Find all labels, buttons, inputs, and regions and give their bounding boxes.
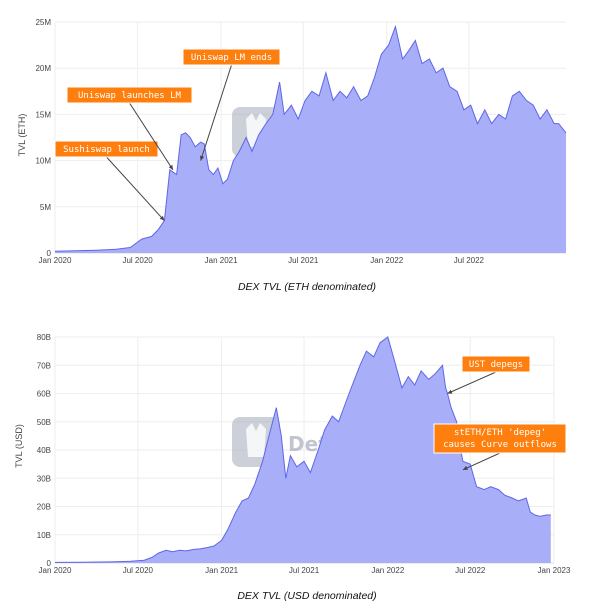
x-tick-label: Jan 2021	[205, 566, 238, 575]
annotation-arrowhead	[159, 215, 165, 221]
annotation-box	[66, 86, 193, 104]
x-axis-ticks: Jan 2020 Jul 2020 Jan 2021 Jul 2021 Jan 2022…	[39, 256, 485, 265]
annotation: UST depegs	[447, 355, 531, 394]
y-tick-label: 0	[47, 249, 52, 258]
tvl-usd-line	[54, 336, 551, 563]
y-tick-label: 25M	[35, 18, 51, 27]
tvl-usd-area	[55, 337, 551, 563]
y-axis-label: TVL (ETH)	[17, 114, 27, 157]
annotation-box	[433, 423, 567, 454]
x-tick-label: Jul 2020	[123, 566, 154, 575]
y-tick-label: 70B	[37, 361, 51, 370]
chart-title: DEX TVL (USD denominated)	[237, 590, 376, 602]
annotation-arrow	[129, 102, 174, 171]
y-axis-ticks: 0 5M 10M 15M 20M 25M	[35, 18, 51, 258]
y-tick-label: 80B	[37, 333, 51, 342]
annotation-arrow	[106, 156, 165, 221]
annotation-text: Sushiswap launch	[63, 145, 150, 155]
annotation: Uniswap LM ends	[182, 48, 281, 161]
annotation-text: UST depegs	[469, 360, 523, 370]
x-tick-label: Jan 2020	[39, 566, 72, 575]
x-tick-label: Jan 2020	[39, 256, 72, 265]
y-tick-label: 40B	[37, 446, 51, 455]
x-tick-label: Jul 2022	[455, 566, 486, 575]
y-axis-label: TVL (USD)	[14, 424, 24, 468]
y-tick-label: 10M	[35, 157, 51, 166]
annotation: Sushiswap launch	[54, 140, 165, 221]
x-tick-label: Jan 2022	[370, 256, 403, 265]
annotation-box	[182, 48, 281, 66]
chart-title: DEX TVL (ETH denominated)	[238, 281, 376, 293]
annotation: Uniswap launches LM	[66, 86, 193, 171]
y-axis-ticks: 0 10B 20B 30B 40B 50B 60B 70B 80B	[37, 333, 52, 568]
x-axis-ticks: Jan 2020 Jul 2020 Jan 2021 Jul 2021 Jan 2022…	[39, 566, 571, 575]
x-tick-label: Jan 2023	[538, 566, 571, 575]
y-tick-label: 5M	[40, 203, 51, 212]
annotation-text: Uniswap launches LM	[78, 91, 182, 101]
x-tick-label: Jul 2020	[122, 256, 153, 265]
annotation-box	[54, 140, 159, 158]
tvl-eth-line	[54, 24, 567, 252]
y-tick-label: 50B	[37, 418, 51, 427]
annotation-arrow	[447, 371, 497, 394]
annotation-arrow	[462, 452, 501, 471]
annotation-text: Uniswap LM ends	[191, 53, 272, 63]
y-tick-label: 30B	[37, 474, 51, 483]
annotation-text: stETH/ETH 'depeg'	[454, 428, 546, 438]
x-tick-label: Jan 2022	[371, 566, 404, 575]
annotations: Sushiswap launch Uniswap launches LM Unisw…	[54, 48, 281, 221]
annotation-arrowhead	[168, 164, 173, 170]
x-tick-label: Jul 2022	[454, 256, 485, 265]
annotation: stETH/ETH 'depeg' causes Curve outflows	[433, 423, 567, 471]
x-tick-label: Jul 2021	[289, 566, 320, 575]
annotation-box	[461, 355, 531, 373]
annotation-text: causes Curve outflows	[443, 440, 557, 450]
annotation-arrow	[200, 64, 232, 161]
y-tick-label: 0	[47, 559, 52, 568]
x-tick-label: Jul 2021	[288, 256, 319, 265]
y-tick-label: 15M	[35, 110, 51, 119]
y-tick-label: 20B	[37, 503, 51, 512]
tvl-eth-area	[55, 26, 566, 253]
annotation-arrowhead	[447, 389, 453, 394]
y-tick-label: 60B	[37, 390, 51, 399]
annotation-arrowhead	[462, 465, 468, 470]
y-tick-label: 10B	[37, 531, 51, 540]
annotation-arrowhead	[199, 155, 205, 161]
y-tick-label: 20M	[35, 64, 51, 73]
x-tick-label: Jan 2021	[205, 256, 238, 265]
annotations: UST depegs stETH/ETH 'depeg' causes Curve …	[433, 355, 567, 471]
